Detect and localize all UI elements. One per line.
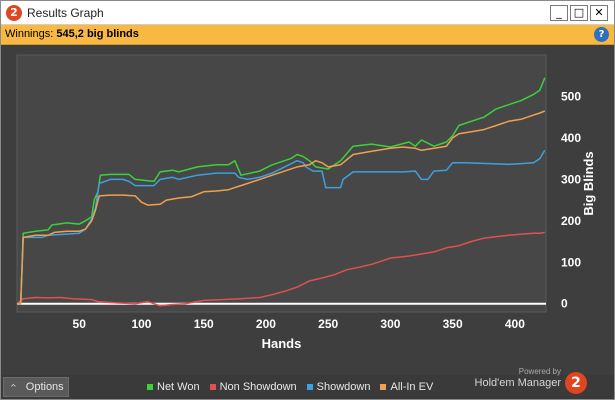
y-tick-label: 100 <box>561 255 581 269</box>
holdem-manager-app-icon: 2 <box>6 5 22 21</box>
y-tick-label: 500 <box>561 89 581 103</box>
y-tick-label: 200 <box>561 214 581 228</box>
series-line-all-in-ev <box>17 110 546 305</box>
legend-label: Non Showdown <box>219 381 297 393</box>
x-tick-label: 200 <box>256 317 276 331</box>
legend-label: Net Won <box>157 381 200 393</box>
x-tick-label: 100 <box>131 317 151 331</box>
legend-label: Showdown <box>316 381 371 393</box>
footer-bar: ^ Options Net Won Non Showdown Showdown All… <box>1 367 614 399</box>
x-tick-label: 400 <box>505 317 525 331</box>
window-title: Results Graph <box>27 6 104 20</box>
minimize-button[interactable]: _ <box>550 5 568 21</box>
help-icon[interactable]: ? <box>594 27 609 42</box>
branding: Powered by Hold'em Manager 2 <box>474 367 589 397</box>
close-button[interactable]: ✕ <box>590 5 608 21</box>
x-tick-label: 50 <box>73 317 87 331</box>
legend-swatch <box>209 384 216 390</box>
holdem-manager-logo-icon: 2 <box>565 372 587 394</box>
y-tick-label: 0 <box>561 297 568 311</box>
x-tick-label: 250 <box>318 317 338 331</box>
options-button[interactable]: ^ Options <box>3 377 69 397</box>
winnings-bar: Winnings: 545,2 big blinds ? <box>1 25 614 45</box>
x-tick-label: 150 <box>194 317 214 331</box>
legend-swatch <box>380 384 387 390</box>
maximize-button[interactable]: □ <box>570 5 588 21</box>
options-label: Options <box>25 381 64 393</box>
winnings-summary: Winnings: 545,2 big blinds <box>5 28 139 40</box>
legend-item[interactable]: Non Showdown <box>209 380 297 394</box>
series-line-net-won <box>17 77 546 305</box>
plot-background <box>16 54 547 313</box>
legend-item[interactable]: All-In EV <box>380 380 433 394</box>
chevron-up-icon: ^ <box>10 383 17 392</box>
legend-item[interactable]: Net Won <box>147 380 200 394</box>
y-axis-label: Big Blinds <box>581 151 596 215</box>
y-tick-label: 400 <box>561 131 581 145</box>
powered-by-text: Powered by <box>518 367 561 376</box>
series-line-non-showdown <box>16 231 545 307</box>
y-tick-label: 300 <box>561 172 581 186</box>
results-chart-svg: 50 100 150 200 250 300 350 400 0 100 200 300 400 500 H… <box>16 54 596 351</box>
x-tick-label: 300 <box>380 317 400 331</box>
winnings-value: 545,2 big blinds <box>56 28 139 40</box>
chart-legend: Net Won Non Showdown Showdown All-In EV <box>147 380 433 394</box>
results-chart: 50 100 150 200 250 300 350 400 0 100 200 300 400 500 H… <box>1 45 614 375</box>
legend-swatch <box>306 384 313 390</box>
brand-name: Hold'em Manager <box>474 377 561 389</box>
winnings-label: Winnings: <box>5 28 54 40</box>
x-tick-label: 350 <box>443 317 463 331</box>
legend-item[interactable]: Showdown <box>306 380 371 394</box>
x-axis-label: Hands <box>262 336 302 351</box>
legend-swatch <box>147 384 153 390</box>
title-bar[interactable]: 2 Results Graph _ □ ✕ <box>1 1 614 25</box>
legend-label: All-In EV <box>390 381 434 393</box>
